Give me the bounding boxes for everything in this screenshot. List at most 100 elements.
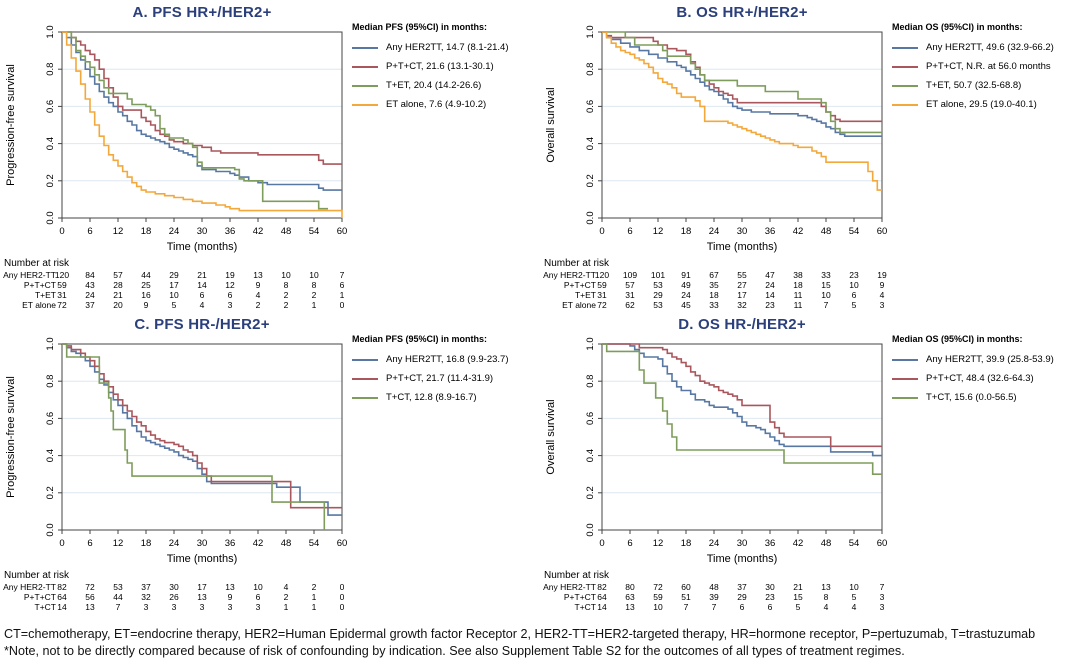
risk-value: 9 (228, 592, 233, 602)
risk-value: 17 (197, 582, 207, 592)
x-tick-label: 18 (681, 538, 692, 549)
risk-value: 33 (709, 300, 719, 310)
legend-item-label: P+T+CT, 21.6 (13.1-30.1) (386, 61, 494, 72)
x-tick-label: 0 (599, 226, 604, 237)
km-curve-p-t-ct (62, 343, 342, 509)
risk-value: 59 (57, 280, 67, 290)
risk-value: 64 (597, 592, 607, 602)
risk-value: 3 (256, 602, 261, 612)
legend-items: Any HER2TT, 49.6 (32.9-66.2) P+T+CT, N.R.… (892, 42, 1078, 110)
risk-value: 19 (225, 270, 235, 280)
x-axis-label: Time (months) (707, 553, 778, 565)
x-tick-label: 48 (281, 226, 292, 237)
risk-value: 3 (172, 602, 177, 612)
legend-items: Any HER2TT, 16.8 (9.9-23.7) P+T+CT, 21.7 … (352, 354, 538, 403)
risk-value: 109 (623, 270, 637, 280)
risk-value: 13 (225, 582, 235, 592)
risk-value: 17 (737, 290, 747, 300)
risk-value: 4 (200, 300, 205, 310)
risk-value: 7 (880, 582, 885, 592)
risk-value: 12 (225, 280, 235, 290)
km-curve-p-t-ct (602, 343, 882, 448)
risk-value: 30 (765, 582, 775, 592)
risk-value: 67 (709, 270, 719, 280)
risk-value: 24 (85, 290, 95, 300)
risk-value: 5 (852, 300, 857, 310)
y-tick-label: 0.4 (585, 137, 596, 150)
x-axis-label: Time (months) (707, 241, 778, 253)
risk-value: 11 (794, 300, 803, 310)
risk-row-label: P+T+CT (24, 592, 56, 602)
risk-value: 4 (852, 602, 857, 612)
legend-line-swatch (892, 377, 918, 380)
km-curve-t-et (62, 31, 328, 210)
risk-value: 7 (340, 270, 345, 280)
y-tick-label: 0.4 (585, 449, 596, 462)
legend-header: Median OS (95%CI) in months: (892, 22, 1023, 32)
x-tick-label: 54 (309, 226, 320, 237)
y-tick-label: 0.2 (45, 174, 56, 187)
legend-item-label: ET alone, 29.5 (19.0-40.1) (926, 99, 1037, 110)
risk-value: 14 (597, 602, 607, 612)
risk-table-header: Number at risk (544, 258, 610, 269)
legend-item: T+CT, 15.6 (0.0-56.5) (892, 392, 1078, 403)
x-tick-label: 60 (877, 538, 888, 549)
risk-row-label: Any HER2-TT (543, 270, 596, 280)
y-axis-label: Progression-free survival (5, 376, 17, 498)
risk-value: 18 (709, 290, 719, 300)
risk-value: 32 (737, 300, 747, 310)
x-tick-label: 30 (197, 538, 208, 549)
risk-value: 23 (849, 270, 859, 280)
risk-value: 53 (653, 280, 663, 290)
risk-value: 1 (312, 592, 317, 602)
risk-value: 55 (737, 270, 747, 280)
risk-value: 28 (113, 280, 123, 290)
y-tick-label: 0.2 (585, 486, 596, 499)
risk-value: 10 (169, 290, 179, 300)
km-curve-p-t-ct (62, 31, 342, 165)
risk-value: 10 (821, 290, 831, 300)
risk-value: 13 (625, 602, 635, 612)
risk-row-label: T+CT (35, 602, 57, 612)
risk-value: 1 (312, 300, 317, 310)
risk-value: 11 (794, 290, 803, 300)
x-tick-label: 0 (59, 226, 64, 237)
legend: Median PFS (95%CI) in months: Any HER2TT… (352, 334, 538, 403)
x-tick-label: 36 (225, 538, 236, 549)
risk-value: 25 (141, 280, 151, 290)
km-curve-any-her2tt (62, 31, 342, 191)
risk-value: 2 (312, 290, 317, 300)
risk-row-label: Any HER2-TT (3, 270, 56, 280)
legend-items: Any HER2TT, 14.7 (8.1-21.4) P+T+CT, 21.6 … (352, 42, 538, 110)
x-tick-label: 48 (281, 538, 292, 549)
panel-title: B. OS HR+/HER2+ (676, 4, 808, 21)
risk-value: 7 (824, 300, 829, 310)
km-chart-os-hr-neg: 0.00.20.40.60.81.00 6 12 18 24 30 36 42 48 54 60Ti… (543, 337, 888, 612)
legend-line-swatch (892, 396, 918, 399)
risk-value: 120 (595, 270, 609, 280)
y-tick-label: 0.8 (45, 63, 56, 76)
risk-value: 31 (57, 290, 67, 300)
risk-value: 64 (57, 592, 67, 602)
legend-header: Median OS (95%CI) in months: (892, 334, 1023, 344)
risk-value: 53 (113, 582, 123, 592)
risk-value: 6 (852, 290, 857, 300)
risk-value: 48 (709, 582, 719, 592)
risk-value: 3 (228, 602, 233, 612)
risk-value: 38 (793, 270, 803, 280)
risk-value: 62 (625, 300, 635, 310)
footnote-abbreviations: CT=chemotherapy, ET=endocrine therapy, H… (4, 627, 1036, 641)
risk-value: 16 (141, 290, 151, 300)
risk-value: 5 (172, 300, 177, 310)
panel-title: C. PFS HR-/HER2+ (134, 316, 270, 333)
legend: Median PFS (95%CI) in months: Any HER2TT… (352, 22, 538, 110)
risk-value: 37 (85, 300, 95, 310)
y-tick-label: 0.4 (45, 449, 56, 462)
legend-item-label: ET alone, 7.6 (4.9-10.2) (386, 99, 487, 110)
legend-item-label: T+CT, 12.8 (8.9-16.7) (386, 392, 477, 403)
risk-value: 91 (681, 270, 691, 280)
risk-value: 0 (340, 602, 345, 612)
legend-header: Median PFS (95%CI) in months: (352, 22, 488, 32)
legend-items: Any HER2TT, 39.9 (25.8-53.9) P+T+CT, 48.4… (892, 354, 1078, 403)
legend-line-swatch (352, 103, 378, 106)
